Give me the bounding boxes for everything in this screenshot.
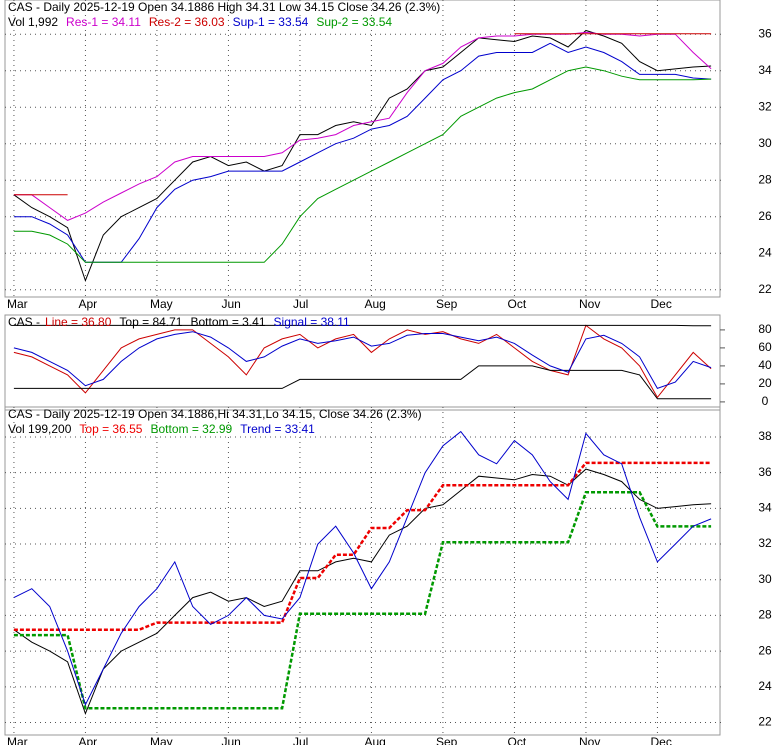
x-tick-label: Aug <box>365 735 386 745</box>
x-tick-label: Jun <box>222 297 241 311</box>
x-tick-label: Jul <box>293 735 308 745</box>
x-tick-label: Oct <box>508 735 527 745</box>
y-tick-label: 28 <box>758 172 772 186</box>
x-tick-label: Sep <box>436 735 458 745</box>
panel-title: CAS - <box>8 315 40 329</box>
x-tick-label: Nov <box>579 297 600 311</box>
y-tick-label: 34 <box>758 501 772 515</box>
x-tick-label: Jul <box>293 297 308 311</box>
series-line <box>14 34 711 195</box>
legend-entry: Line = 36.80 <box>45 315 112 329</box>
y-tick-label: 22 <box>758 282 772 296</box>
y-tick-label: 24 <box>758 245 772 259</box>
y-tick-label: 40 <box>758 358 772 372</box>
series-line <box>14 463 711 630</box>
y-tick-label: 26 <box>758 209 772 223</box>
y-tick-label: 34 <box>758 63 772 77</box>
series-line <box>14 32 711 220</box>
series-line <box>14 366 711 399</box>
legend-entry: Sup-2 = 33.54 <box>316 15 392 29</box>
x-tick-label: Dec <box>651 735 672 745</box>
panel-subtitle: Vol 199,200 <box>8 422 72 436</box>
legend-entry: Top = 84.71 <box>119 315 182 329</box>
y-tick-label: 24 <box>758 679 772 693</box>
x-tick-label: Aug <box>365 297 386 311</box>
x-tick-label: Mar <box>7 735 28 745</box>
panel-frame <box>5 315 720 410</box>
y-tick-label: 28 <box>758 608 772 622</box>
panel-subtitle: Vol 1,992 <box>8 15 58 29</box>
y-tick-label: 38 <box>758 429 772 443</box>
panel-frame <box>5 0 720 297</box>
y-tick-label: 32 <box>758 536 772 550</box>
series-line <box>14 469 711 713</box>
x-tick-label: Mar <box>7 297 28 311</box>
series-line <box>14 432 711 705</box>
y-tick-label: 30 <box>758 136 772 150</box>
legend-entry: Trend = 33.41 <box>240 422 315 436</box>
legend-entry: Res-1 = 34.11 <box>66 15 141 29</box>
y-tick-label: 0 <box>762 394 769 408</box>
legend-entry: Sup-1 = 33.54 <box>233 15 309 29</box>
x-tick-label: Sep <box>436 297 458 311</box>
legend-entry: Res-2 = 36.03 <box>149 15 225 29</box>
series-line <box>14 31 711 281</box>
y-tick-label: 26 <box>758 643 772 657</box>
panel-title: CAS - Daily 2025-12-19 Open 34.1886,Hi 3… <box>8 407 422 421</box>
x-tick-label: Nov <box>579 735 600 745</box>
x-tick-label: Apr <box>79 735 98 745</box>
y-tick-label: 30 <box>758 572 772 586</box>
y-tick-label: 36 <box>758 26 772 40</box>
y-tick-label: 60 <box>758 340 772 354</box>
x-tick-label: Oct <box>508 297 527 311</box>
y-tick-label: 80 <box>758 322 772 336</box>
series-line <box>14 67 711 262</box>
x-tick-label: Jun <box>222 735 241 745</box>
series-line <box>14 43 711 262</box>
legend-entry: Bottom = 3.41 <box>190 315 265 329</box>
panel-title: CAS - Daily 2025-12-19 Open 34.1886 High… <box>8 0 440 14</box>
x-tick-label: Dec <box>651 297 672 311</box>
series-line <box>14 492 711 708</box>
y-tick-label: 20 <box>758 376 772 390</box>
y-tick-label: 32 <box>758 99 772 113</box>
y-tick-label: 36 <box>758 465 772 479</box>
x-tick-label: May <box>150 735 173 745</box>
x-tick-label: Apr <box>79 297 98 311</box>
y-tick-label: 22 <box>758 715 772 729</box>
legend-entry: Bottom = 32.99 <box>150 422 232 436</box>
legend-entry: Signal = 38.11 <box>274 315 350 329</box>
x-tick-label: May <box>150 297 173 311</box>
legend-entry: Top = 36.55 <box>79 422 142 436</box>
